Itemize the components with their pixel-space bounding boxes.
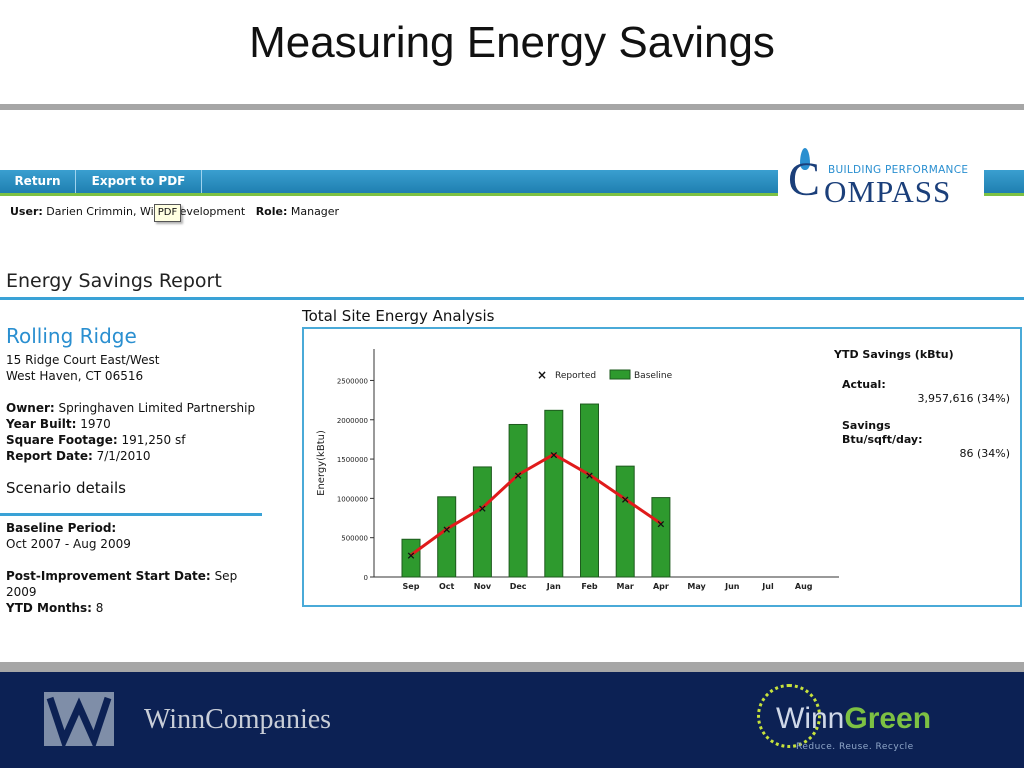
property-address: 15 Ridge Court East/West West Haven, CT … <box>6 352 159 384</box>
bar-baseline <box>508 423 528 578</box>
reported-line <box>410 452 662 557</box>
title-divider <box>0 104 1024 110</box>
chart-panel: 0 500000 1000000 1500000 2000000 2500000 Energ… <box>302 327 1022 607</box>
x-tick-label: Apr <box>653 582 669 591</box>
x-tick-label: Aug <box>795 582 813 591</box>
property-facts: Owner: Springhaven Limited Partnership Y… <box>6 400 255 464</box>
report-divider <box>0 297 1024 300</box>
reported-marker: × <box>513 469 522 482</box>
pdf-tooltip: PDF <box>154 204 181 222</box>
role-value: Manager <box>290 205 340 218</box>
post-improvement-label: Post-Improvement Start Date: <box>6 569 211 583</box>
y-tick-label: 1000000 <box>337 495 368 503</box>
report-title: Energy Savings Report <box>6 270 222 292</box>
winngreen-dots-icon <box>757 684 821 748</box>
y-tick-label: 500000 <box>341 535 368 543</box>
x-tick-label: Jan <box>546 582 561 591</box>
reported-marker: × <box>621 493 630 506</box>
compass-logo: C BUILDING PERFORMANCE OMPASS <box>778 148 984 210</box>
y-tick-label: 2500000 <box>337 377 368 385</box>
year-built-value: 1970 <box>80 417 111 431</box>
report-date-value: 7/1/2010 <box>96 449 151 463</box>
square-footage-label: Square Footage: <box>6 433 118 447</box>
square-footage-value: 191,250 sf <box>121 433 186 447</box>
legend-baseline-label: Baseline <box>634 371 673 381</box>
bar-baseline <box>544 409 564 578</box>
logo-wordmark: OMPASS <box>824 174 952 209</box>
baseline-label: Baseline Period: <box>6 521 117 535</box>
y-tick-label: 1500000 <box>337 456 368 464</box>
owner-label: Owner: <box>6 401 55 415</box>
winn-companies-logo-icon <box>44 692 114 746</box>
slide-title: Measuring Energy Savings <box>249 18 775 67</box>
legend-reported-icon: × <box>537 368 547 382</box>
return-button[interactable]: Return <box>0 170 76 193</box>
flame-icon <box>800 148 810 170</box>
bar-baseline <box>651 497 671 578</box>
ytd-title: YTD Savings (kBtu) <box>834 348 954 361</box>
savings-value: 86 (34%) <box>959 447 1010 460</box>
x-tick-label: Mar <box>617 582 634 591</box>
ytd-months-label: YTD Months: <box>6 601 92 615</box>
bar-baseline <box>580 403 599 578</box>
x-tick-label: Oct <box>439 582 455 591</box>
winngreen-winn: Winn <box>776 702 845 735</box>
winngreen-green: Green <box>844 702 932 735</box>
x-tick-label: Sep <box>403 582 420 591</box>
ytd-savings-panel: YTD Savings (kBtu) Actual: 3,957,616 (34… <box>834 348 1010 461</box>
footer-bar: WinnCompanies WinnGreen Reduce. Reuse. R… <box>0 662 1024 768</box>
address-line-1: 15 Ridge Court East/West <box>6 353 160 367</box>
logo-tagline: BUILDING PERFORMANCE <box>828 164 969 176</box>
chart-title: Total Site Energy Analysis <box>302 307 495 325</box>
y-tick-label: 0 <box>364 574 368 582</box>
bar-baseline <box>472 466 492 578</box>
reported-marker: × <box>406 549 415 562</box>
legend-reported-label: Reported <box>555 371 596 381</box>
scenario-divider <box>0 513 262 516</box>
logo-c-letter: C <box>788 153 821 206</box>
winngreen-tagline: Reduce. Reuse. Recycle <box>796 742 914 752</box>
scenario-title: Scenario details <box>6 479 126 497</box>
winngreen-wordmark: WinnGreen <box>776 702 931 736</box>
address-line-2: West Haven, CT 06516 <box>6 369 144 383</box>
winn-companies-name: WinnCompanies <box>144 704 332 735</box>
x-tick-label: Dec <box>510 582 527 591</box>
baseline-period: Baseline Period: Oct 2007 - Aug 2009 <box>6 520 131 552</box>
x-tick-label: Jun <box>724 582 740 591</box>
owner-value: Springhaven Limited Partnership <box>58 401 256 415</box>
reported-marker: × <box>442 523 451 536</box>
property-name: Rolling Ridge <box>6 324 137 348</box>
year-built-label: Year Built: <box>6 417 77 431</box>
baseline-value: Oct 2007 - Aug 2009 <box>6 537 131 551</box>
export-pdf-button[interactable]: Export to PDF <box>76 170 202 193</box>
role-label: Role: <box>255 205 288 218</box>
legend-baseline-swatch <box>609 369 631 380</box>
reported-marker: × <box>478 502 487 515</box>
actual-value: 3,957,616 (34%) <box>917 392 1010 405</box>
bar-baseline <box>437 496 457 578</box>
energy-chart: 0 500000 1000000 1500000 2000000 2500000 Energ… <box>316 349 839 591</box>
x-tick-label: May <box>687 582 706 591</box>
report-date-label: Report Date: <box>6 449 93 463</box>
bar-baseline <box>401 538 421 578</box>
ytd-months-value: 8 <box>95 601 104 615</box>
post-improvement: Post-Improvement Start Date: Sep 2009 YT… <box>6 568 246 616</box>
x-tick-label: Nov <box>474 582 492 591</box>
reported-marker: × <box>585 469 594 482</box>
user-label: User: <box>10 205 43 218</box>
savings-label-1: Savings <box>842 419 891 432</box>
user-value: Darien Crimmin, Winn Development <box>46 205 246 218</box>
y-tick-label: 2000000 <box>337 417 368 425</box>
reported-marker: × <box>656 518 665 531</box>
user-info: User: Darien Crimmin, Winn Development R… <box>10 205 339 218</box>
y-axis-label: Energy(kBtu) <box>316 430 327 496</box>
x-tick-label: Jul <box>761 582 774 591</box>
actual-label: Actual: <box>842 378 886 391</box>
x-tick-label: Feb <box>581 582 598 591</box>
reported-marker: × <box>549 448 558 461</box>
savings-label-2: Btu/sqft/day: <box>842 433 923 446</box>
bar-baseline <box>615 465 635 578</box>
post-improvement-value: Sep 2009 <box>6 569 238 599</box>
